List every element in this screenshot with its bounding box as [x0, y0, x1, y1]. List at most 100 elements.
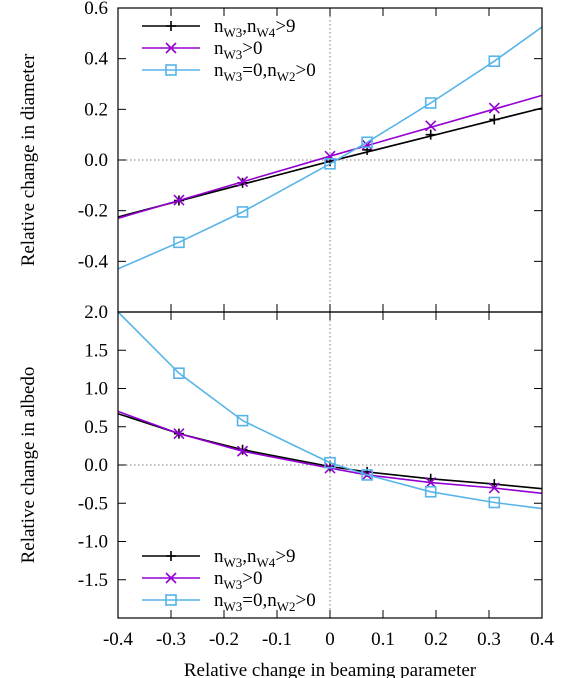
- top-y-tick-label: 0.6: [84, 0, 108, 19]
- x-tick-label: 0.4: [530, 629, 554, 650]
- legend-text-part: ,n: [242, 546, 257, 567]
- bottom-series-line-2: [117, 410, 543, 495]
- legend-subscript: W3: [224, 599, 243, 614]
- x-ticks: -0.4 -0.3 -0.2 -0.1 0 0.1 0.2 0.3 0.4: [103, 8, 554, 650]
- bottom-y-axis-label: Relative change in albedo: [18, 367, 39, 564]
- bottom-y-tick-label: 1.5: [84, 340, 108, 361]
- top-series-group: [117, 26, 543, 270]
- legend-subscript: W3: [224, 47, 243, 62]
- x-tick-label: 0.3: [477, 629, 501, 650]
- legend-subscript: W4: [257, 25, 276, 40]
- bottom-legend-marker: [166, 551, 176, 561]
- bottom-plot-frame: [117, 311, 543, 619]
- bottom-y-ticks: 2.0 1.5 1.0 0.5 0.0 -0.5 -1.0 -1.5: [78, 302, 542, 591]
- bottom-series-line-3: [117, 311, 543, 510]
- legend-subscript: W4: [257, 555, 276, 570]
- bottom-series-3-point: [488, 496, 501, 509]
- legend-text-part: =0,n: [242, 60, 277, 81]
- top-series-2-point: [488, 102, 500, 114]
- top-series-2-point: [361, 139, 373, 151]
- legend-text-part: n: [214, 38, 224, 59]
- legend-text-part: >9: [275, 546, 295, 567]
- legend-text-part: n: [214, 546, 224, 567]
- bottom-y-tick-label: -1.5: [78, 570, 108, 591]
- bottom-panel: 2.0 1.5 1.0 0.5 0.0 -0.5 -1.0 -1.5 -0.4 -0.3 -0.2…: [18, 8, 554, 678]
- legend-text-part: ,n: [242, 16, 257, 37]
- legend-subscript: W3: [224, 69, 243, 84]
- top-legend-entry: nW3,nW4>9: [142, 16, 296, 40]
- bottom-series-3-point: [173, 367, 185, 380]
- bottom-y-tick-label: 2.0: [84, 302, 108, 323]
- x-tick-label: -0.1: [262, 629, 292, 650]
- top-legend-marker: [165, 42, 177, 54]
- legend-text-part: >0: [242, 38, 262, 59]
- legend-text-part: >9: [275, 16, 295, 37]
- x-tick-label: 0: [325, 629, 335, 650]
- x-tick-label: 0.2: [424, 629, 448, 650]
- top-y-tick-label: 0.0: [84, 150, 108, 171]
- bottom-series-group: [117, 311, 543, 510]
- x-axis-label: Relative change in beaming parameter: [184, 660, 477, 678]
- x-tick-label: -0.3: [156, 629, 186, 650]
- top-legend-marker: [166, 21, 176, 31]
- top-series-2-point: [236, 175, 249, 188]
- bottom-series-2-point: [425, 477, 437, 489]
- bottom-series-3-point: [361, 469, 373, 481]
- bottom-series-2-point: [488, 482, 500, 494]
- top-series-line-3: [117, 26, 543, 270]
- legend-text-part: n: [214, 590, 224, 611]
- top-series-3-point: [236, 206, 249, 218]
- bottom-series-3-point: [324, 456, 336, 469]
- top-series-3-point: [361, 136, 373, 149]
- legend-text-part: n: [214, 60, 224, 81]
- legend-text-part: =0,n: [242, 590, 277, 611]
- top-legend-label: nW3>0: [214, 38, 263, 62]
- bottom-legend-entry: nW3>0: [142, 568, 263, 592]
- legend-text-part: >0: [296, 590, 316, 611]
- legend-text-part: n: [214, 568, 224, 589]
- top-legend-entry: nW3>0: [142, 38, 263, 62]
- top-y-tick-label: -0.2: [78, 201, 108, 222]
- bottom-legend-label: nW3=0,nW2>0: [214, 590, 316, 614]
- top-series-2-point: [425, 120, 437, 132]
- legend-subscript: W3: [224, 577, 243, 592]
- x-tick-label: 0.1: [371, 629, 395, 650]
- top-legend-entry: nW3=0,nW2>0: [142, 60, 316, 84]
- bottom-legend-marker: [165, 572, 177, 584]
- top-y-tick-label: 0.4: [84, 49, 108, 70]
- top-series-3-point: [488, 55, 501, 68]
- legend-subscript: W2: [277, 599, 296, 614]
- bottom-series-3-point: [236, 414, 249, 427]
- bottom-y-tick-label: 1.0: [84, 379, 108, 400]
- bottom-legend-label: nW3>0: [214, 568, 263, 592]
- bottom-legend-entry: nW3=0,nW2>0: [142, 590, 316, 614]
- bottom-series-3-point: [424, 485, 437, 498]
- top-legend-label: nW3,nW4>9: [214, 16, 296, 40]
- x-tick-label: -0.4: [103, 629, 134, 650]
- legend-text-part: n: [214, 16, 224, 37]
- top-y-tick-label: 0.2: [84, 99, 108, 120]
- top-series-3-point: [173, 236, 185, 249]
- bottom-legend-marker: [165, 594, 177, 606]
- legend-subscript: W3: [224, 25, 243, 40]
- legend-subscript: W3: [224, 555, 243, 570]
- top-legend-label: nW3=0,nW2>0: [214, 60, 316, 84]
- legend-subscript: W2: [277, 69, 296, 84]
- top-y-ticks: 0.6 0.4 0.2 0.0 -0.2 -0.4: [78, 0, 542, 272]
- bottom-y-tick-label: 0.5: [84, 417, 108, 438]
- top-series-1-point: [425, 129, 436, 140]
- bottom-y-tick-label: -1.0: [78, 532, 108, 553]
- top-series-3-point: [424, 97, 437, 109]
- bottom-legend-label: nW3,nW4>9: [214, 546, 296, 570]
- top-legend-marker: [165, 64, 177, 76]
- top-y-tick-label: -0.4: [78, 251, 109, 272]
- bottom-y-tick-label: -0.5: [78, 493, 108, 514]
- x-tick-label: -0.2: [209, 629, 239, 650]
- legend-text-part: >0: [296, 60, 316, 81]
- bottom-series-2-point: [236, 445, 249, 457]
- top-series-3-point: [324, 158, 336, 170]
- legend-text-part: >0: [242, 568, 262, 589]
